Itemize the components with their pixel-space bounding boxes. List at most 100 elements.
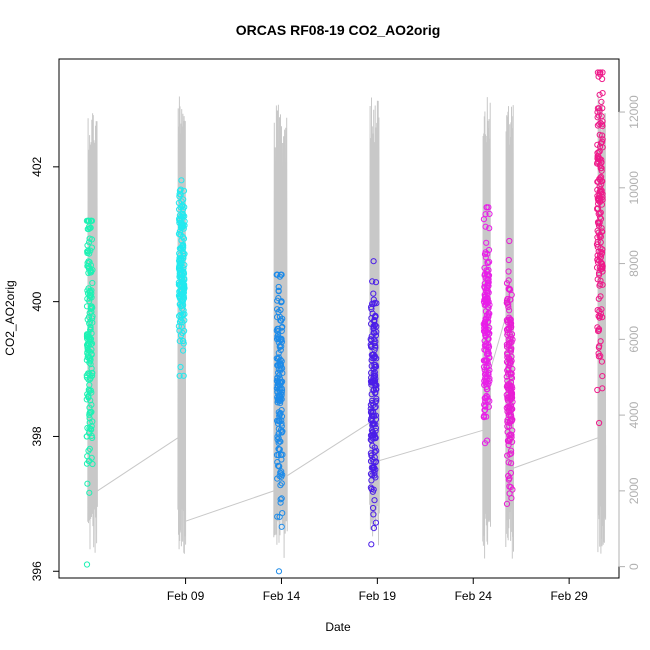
data-point bbox=[84, 341, 91, 348]
data-point bbox=[277, 395, 284, 402]
y2-tick-label: 4000 bbox=[627, 401, 641, 428]
data-point bbox=[177, 363, 184, 371]
data-point bbox=[594, 153, 601, 160]
data-point bbox=[179, 337, 187, 345]
data-point bbox=[278, 271, 285, 278]
data-point bbox=[176, 206, 183, 213]
data-point bbox=[596, 176, 604, 184]
data-point bbox=[278, 378, 285, 386]
data-point bbox=[278, 298, 285, 305]
data-point bbox=[371, 444, 378, 451]
x-axis: Feb 09 Feb 14 Feb 19 Feb 24 Feb 29 bbox=[167, 577, 588, 603]
data-point bbox=[88, 341, 95, 348]
data-point bbox=[598, 187, 605, 194]
data-point bbox=[507, 469, 514, 477]
data-point bbox=[176, 313, 183, 320]
data-point bbox=[598, 181, 605, 188]
data-point bbox=[368, 333, 375, 340]
data-point bbox=[87, 387, 94, 394]
data-point bbox=[370, 458, 377, 465]
data-point bbox=[368, 397, 376, 404]
data-point bbox=[372, 399, 379, 406]
y2-tick-label: 6000 bbox=[627, 326, 641, 353]
points-layer bbox=[83, 69, 606, 575]
data-point bbox=[179, 222, 186, 229]
data-point bbox=[84, 259, 91, 267]
data-point bbox=[503, 500, 511, 507]
data-point bbox=[507, 296, 514, 303]
data-point bbox=[485, 342, 492, 349]
data-point bbox=[370, 258, 377, 265]
data-point bbox=[594, 160, 601, 167]
data-point bbox=[176, 267, 183, 274]
data-point bbox=[482, 394, 489, 401]
data-point bbox=[86, 239, 93, 246]
data-point bbox=[482, 375, 489, 382]
data-point bbox=[599, 69, 606, 76]
data-point bbox=[275, 283, 282, 291]
data-point bbox=[85, 265, 93, 272]
data-point bbox=[372, 519, 379, 526]
data-point bbox=[179, 233, 186, 241]
data-point bbox=[597, 197, 604, 204]
data-point bbox=[506, 237, 513, 245]
data-point bbox=[594, 122, 602, 129]
data-point bbox=[506, 307, 513, 314]
data-point bbox=[275, 349, 282, 357]
data-point bbox=[508, 460, 515, 467]
data-point bbox=[371, 412, 378, 419]
data-point bbox=[484, 351, 491, 358]
data-point bbox=[180, 311, 187, 318]
data-point bbox=[597, 281, 604, 288]
y2-tick-label: 10000 bbox=[627, 171, 641, 205]
data-point bbox=[596, 121, 603, 128]
data-point bbox=[595, 257, 603, 264]
data-point bbox=[371, 314, 379, 321]
data-point bbox=[86, 320, 93, 327]
data-point bbox=[274, 382, 281, 389]
data-point bbox=[175, 323, 182, 330]
data-point bbox=[88, 304, 95, 311]
data-point bbox=[598, 113, 605, 120]
altitude-trace-connector bbox=[185, 490, 274, 522]
data-point bbox=[597, 338, 604, 345]
data-point bbox=[369, 433, 377, 440]
data-point bbox=[85, 394, 92, 401]
altitude-trace-connector bbox=[513, 437, 599, 469]
data-point bbox=[277, 470, 285, 477]
data-point bbox=[481, 381, 488, 389]
data-point bbox=[176, 372, 183, 379]
data-point bbox=[599, 136, 606, 143]
data-point bbox=[367, 458, 375, 465]
data-point bbox=[508, 418, 515, 425]
data-point bbox=[505, 303, 512, 311]
data-point bbox=[372, 427, 379, 435]
data-point bbox=[371, 472, 378, 479]
data-point bbox=[86, 223, 93, 230]
data-point bbox=[370, 466, 377, 473]
data-point bbox=[486, 210, 493, 217]
data-point bbox=[482, 254, 489, 261]
data-point bbox=[373, 386, 380, 393]
data-point bbox=[483, 204, 490, 211]
data-point bbox=[370, 511, 377, 518]
x-tick-label: Feb 24 bbox=[455, 589, 493, 603]
data-point bbox=[86, 404, 93, 411]
data-point bbox=[274, 306, 281, 313]
data-point bbox=[178, 312, 185, 319]
data-point bbox=[274, 375, 281, 382]
data-point bbox=[368, 379, 375, 386]
data-point bbox=[176, 187, 183, 194]
data-point bbox=[176, 191, 183, 198]
data-point bbox=[275, 339, 282, 346]
data-point bbox=[597, 239, 604, 246]
data-point bbox=[372, 279, 380, 286]
data-point bbox=[275, 446, 283, 453]
data-point bbox=[372, 363, 380, 370]
data-point bbox=[372, 338, 379, 345]
x-tick-label: Feb 19 bbox=[359, 589, 397, 603]
data-point bbox=[595, 328, 602, 335]
data-point bbox=[84, 453, 91, 460]
data-point bbox=[275, 409, 282, 416]
